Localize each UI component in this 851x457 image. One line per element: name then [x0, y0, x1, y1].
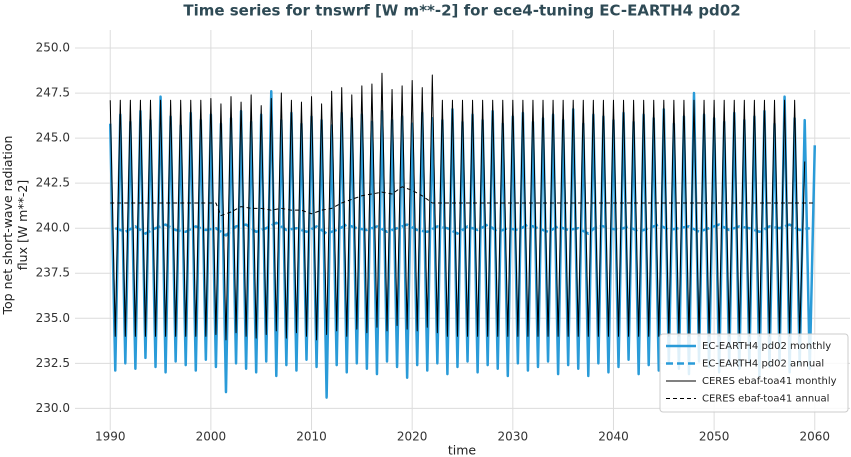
x-tick-label: 2050: [699, 430, 730, 444]
y-tick-label: 232.5: [36, 356, 70, 370]
x-tick-label: 2020: [397, 430, 428, 444]
x-tick-label: 1990: [95, 430, 126, 444]
y-tick-label: 237.5: [36, 266, 70, 280]
y-tick-label: 242.5: [36, 176, 70, 190]
y-axis-label: Top net short-wave radiation flux [W m**…: [0, 135, 30, 315]
y-tick-label: 245.0: [36, 131, 70, 145]
x-axis-label: time: [448, 443, 477, 457]
y-tick-label: 247.5: [36, 86, 70, 100]
legend: EC-EARTH4 pd02 monthly EC-EARTH4 pd02 ann…: [659, 333, 849, 413]
y-tick-label: 235.0: [36, 311, 70, 325]
x-tick-label: 2010: [296, 430, 327, 444]
legend-label: EC-EARTH4 pd02 annual: [702, 359, 824, 370]
x-tick-label: 2060: [799, 430, 830, 444]
legend-label: CERES ebaf-toa41 annual: [702, 394, 829, 405]
series-line: [114, 221, 810, 237]
y-tick-label: 230.0: [36, 401, 70, 415]
legend-label: CERES ebaf-toa41 monthly: [702, 376, 837, 387]
series-line: [110, 186, 815, 217]
y-tick-label: 250.0: [36, 41, 70, 55]
x-tick-label: 2030: [498, 430, 529, 444]
x-tick-label: 2040: [598, 430, 629, 444]
legend-box: [659, 333, 849, 413]
legend-label: EC-EARTH4 pd02 monthly: [702, 341, 831, 352]
chart-title: Time series for tnswrf [W m**-2] for ece…: [183, 2, 740, 20]
x-tick-label: 2000: [196, 430, 227, 444]
y-tick-label: 240.0: [36, 221, 70, 235]
